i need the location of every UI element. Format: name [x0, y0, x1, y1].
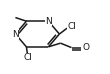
Text: Cl: Cl [23, 53, 32, 62]
Text: N: N [45, 17, 52, 26]
Text: N: N [12, 30, 19, 39]
Text: O: O [82, 43, 89, 52]
Text: Cl: Cl [68, 22, 76, 31]
